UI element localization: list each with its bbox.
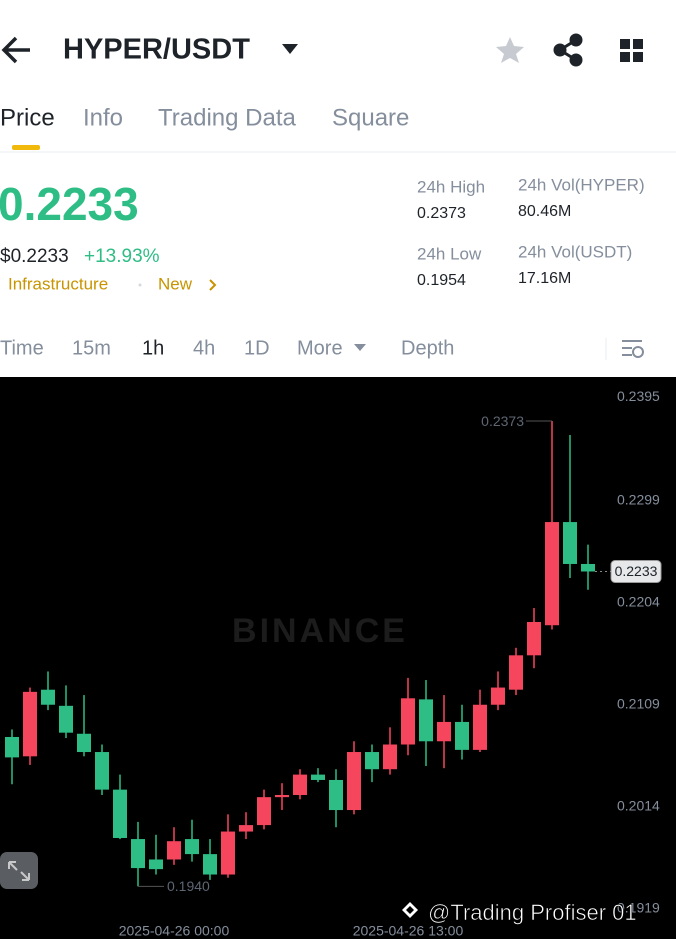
candle-body <box>311 774 325 780</box>
candle-body <box>23 691 37 757</box>
high-label: 0.2373 <box>481 413 524 429</box>
interval[interactable]: More <box>297 337 343 359</box>
y-tick-label: 0.2395 <box>617 388 660 404</box>
candle-body <box>5 736 19 758</box>
candle-body <box>59 705 73 733</box>
x-tick-label: 2025-04-26 00:00 <box>119 923 230 939</box>
expand-icon <box>8 861 30 881</box>
favorite-star[interactable] <box>496 37 524 63</box>
candle-body <box>239 825 253 832</box>
last-price-label: 0.2233 <box>615 563 658 579</box>
interval[interactable]: 1D <box>244 337 270 359</box>
stat-value: 0.2373 <box>417 205 466 222</box>
stat-label: 24h Low <box>417 244 482 263</box>
stat-value: 80.46M <box>518 203 571 220</box>
y-tick-label: 0.2109 <box>617 695 660 711</box>
stat-label: 24h Vol(HYPER) <box>518 175 645 194</box>
candle-body <box>473 704 487 750</box>
candle-body <box>203 854 217 875</box>
candle-body <box>185 839 199 855</box>
candle-body <box>131 839 145 869</box>
grid-icon[interactable] <box>620 39 643 62</box>
last-price: 0.2233 <box>0 178 139 230</box>
low-label: 0.1940 <box>167 878 210 894</box>
fiat-price: $0.2233 <box>0 246 69 267</box>
back-arrow[interactable] <box>1 36 30 64</box>
candle-body <box>509 655 523 690</box>
interval[interactable]: 15m <box>72 337 111 359</box>
candle-body <box>113 789 127 838</box>
x-tick-label: 2025-04-26 13:00 <box>353 923 464 939</box>
candle-body <box>419 699 433 742</box>
price-change: +13.93% <box>84 246 160 267</box>
candle-body <box>545 522 559 626</box>
credit: @Trading Profiser 01 <box>428 900 637 925</box>
candle-body <box>455 721 469 750</box>
tab[interactable]: Info <box>83 104 123 131</box>
candle-body <box>257 797 271 826</box>
interval[interactable]: 1h <box>142 337 164 359</box>
y-tick-label: 0.2014 <box>617 798 660 814</box>
candle-body <box>527 622 541 656</box>
stat-label: 24h High <box>417 177 485 196</box>
credit-icon <box>402 902 418 918</box>
y-tick-label: 0.2299 <box>617 491 660 507</box>
tag[interactable]: Infrastructure <box>8 274 108 293</box>
candle-body <box>437 721 451 742</box>
candle-body <box>491 687 505 705</box>
candle-body <box>293 774 307 796</box>
tag[interactable]: New <box>158 274 193 293</box>
candle-body <box>329 779 343 811</box>
chart-settings-icon[interactable] <box>622 340 644 358</box>
candle-body <box>221 831 235 875</box>
tab[interactable]: Trading Data <box>158 104 297 131</box>
candle-body <box>95 752 109 790</box>
expand-button[interactable] <box>0 852 38 889</box>
candle-body <box>347 752 361 811</box>
tab[interactable]: Price <box>0 104 55 131</box>
more-caret <box>354 344 366 351</box>
candle-body <box>581 563 595 572</box>
chart-background <box>0 377 676 939</box>
y-tick-label: 0.1919 <box>617 900 660 916</box>
candle-body <box>563 522 577 564</box>
stat-label: 24h Vol(USDT) <box>518 242 632 261</box>
stat-value: 0.1954 <box>417 272 466 289</box>
candle-body <box>149 859 163 870</box>
candle-body <box>275 795 289 798</box>
last-price-box <box>610 559 662 583</box>
pair-caret[interactable] <box>282 44 298 54</box>
candle-body <box>383 744 397 770</box>
interval[interactable]: 4h <box>193 337 215 359</box>
plot: 0.2395 0.2299 0.2204 0.2109 0.2014 0.1919 2025… <box>5 388 662 939</box>
candle-body <box>365 752 379 770</box>
interval[interactable]: Depth <box>401 337 454 359</box>
y-tick-label: 0.2204 <box>617 593 660 609</box>
share-icon[interactable] <box>553 33 583 67</box>
interval[interactable]: Time <box>0 337 44 359</box>
candle-body <box>77 733 91 753</box>
candle-body <box>167 841 181 860</box>
pair-title[interactable]: HYPER/USDT <box>63 34 250 66</box>
tab-indicator <box>12 145 40 150</box>
tag-separator <box>138 283 142 287</box>
candle-body <box>41 689 55 705</box>
stat-value: 17.16M <box>518 270 571 287</box>
tab[interactable]: Square <box>332 104 409 131</box>
candle-body <box>401 698 415 745</box>
tag-chevron <box>209 279 217 291</box>
chart-watermark: BINANCE <box>232 612 408 650</box>
